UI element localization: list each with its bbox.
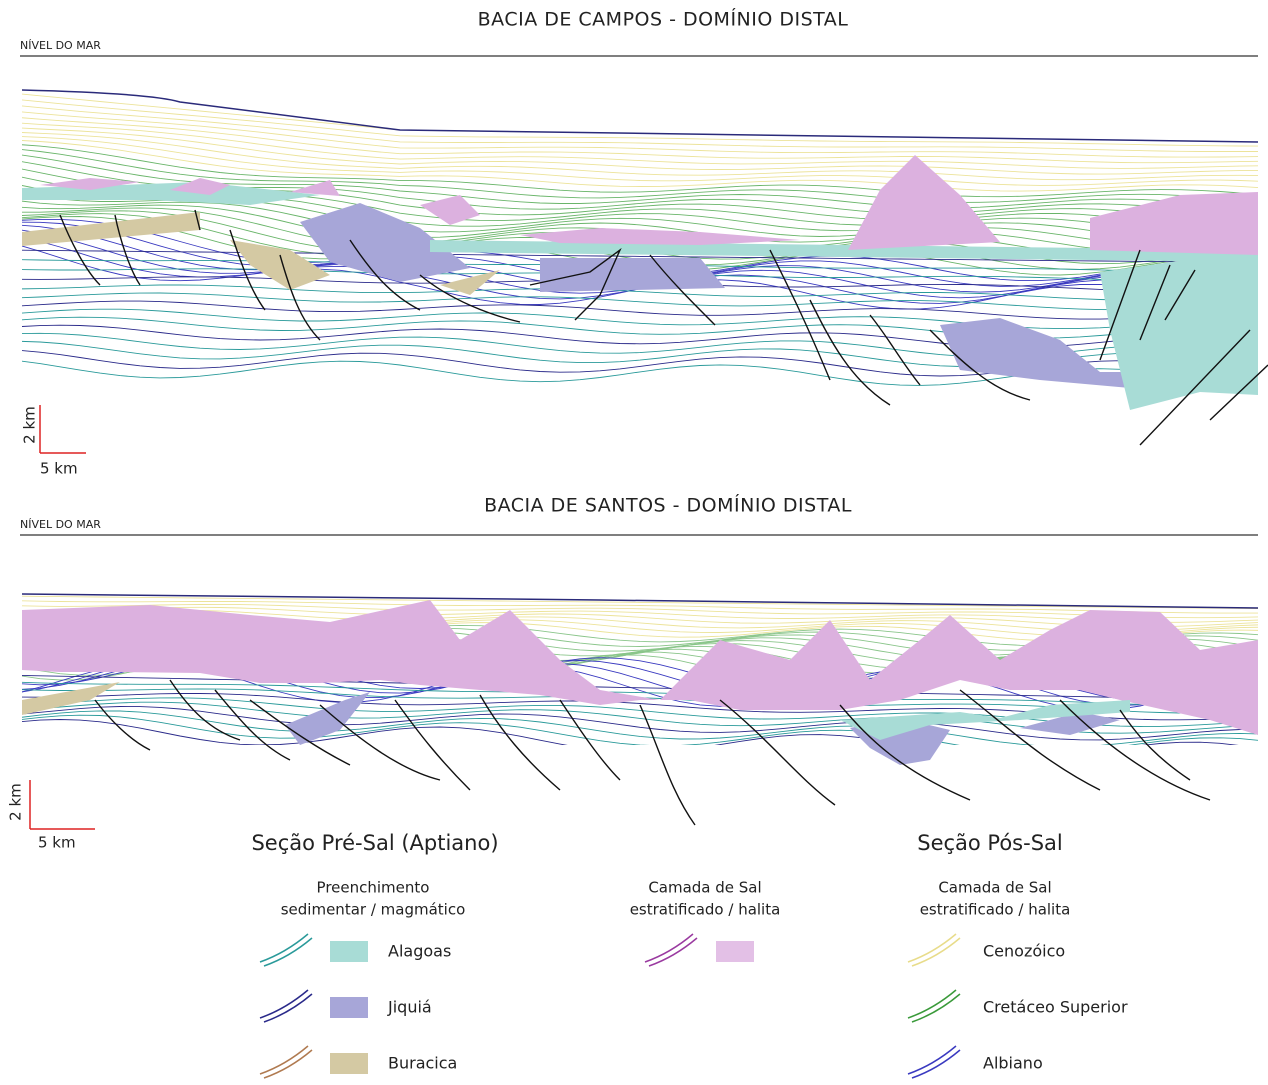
stratum-line xyxy=(22,148,1258,203)
group-heading: Camada de Sal xyxy=(938,879,1051,897)
alagoas-unit xyxy=(1100,250,1258,410)
legend: Seção Pré-Sal (Aptiano) Seção Pós-Sal Pr… xyxy=(251,831,1128,1079)
stratum-line xyxy=(22,122,1258,169)
stratum-line xyxy=(22,714,1258,745)
alagoas-unit xyxy=(840,700,1130,740)
scale-bar: 2 km 5 km xyxy=(7,780,95,852)
stratum-line xyxy=(22,316,1258,339)
stratum-line xyxy=(22,136,1258,186)
group-heading: estratificado / halita xyxy=(920,901,1071,919)
scale-bar: 2 km 5 km xyxy=(21,405,86,478)
jiquia-unit xyxy=(940,318,1150,388)
stratum-line xyxy=(22,719,1258,745)
legend-item: Cenozóico xyxy=(907,933,1065,967)
stratum-line xyxy=(22,117,1258,164)
stratum-line xyxy=(22,144,1258,198)
stratum-line xyxy=(22,292,1258,311)
legend-label: Alagoas xyxy=(388,942,451,961)
stratum-line xyxy=(22,127,1258,175)
stratum-line xyxy=(22,99,1258,147)
group-heading: sedimentar / magmático xyxy=(281,901,466,919)
seafloor xyxy=(21,593,1259,609)
stratum-line xyxy=(22,600,1258,614)
legend-item: Jiquiá xyxy=(259,989,432,1023)
stratum-line xyxy=(22,681,1258,708)
panel-santos: BACIA DE SANTOS - DOMÍNIO DISTAL NÍVEL D… xyxy=(7,494,1259,852)
stratum-line xyxy=(22,300,1258,320)
legend-label: Jiquiá xyxy=(387,998,432,1017)
panel-campos: BACIA DE CAMPOS - DOMÍNIO DISTAL NÍVEL D… xyxy=(20,8,1268,478)
legend-title: Seção Pós-Sal xyxy=(917,831,1063,855)
panel-title: BACIA DE CAMPOS - DOMÍNIO DISTAL xyxy=(478,8,849,31)
alagoas-unit xyxy=(430,240,1258,262)
jiquia-unit xyxy=(300,203,470,282)
salt-unit xyxy=(848,155,1000,250)
jiquia-unit xyxy=(1020,712,1120,735)
stratum-line xyxy=(22,603,1258,619)
buracica-unit xyxy=(440,270,500,295)
legend-item: Albiano xyxy=(907,1045,1043,1079)
stratum-line xyxy=(22,200,1258,248)
jiquia-unit xyxy=(285,692,370,745)
scale-vertical: 2 km xyxy=(7,783,25,821)
salt-unit xyxy=(1090,192,1258,255)
group-heading: Camada de Sal xyxy=(648,879,761,897)
stratum-line xyxy=(22,154,1258,211)
stratum-line xyxy=(22,308,1258,330)
stratum-line xyxy=(22,111,1258,158)
group-heading: Preenchimento xyxy=(317,879,430,897)
stratum-line xyxy=(22,595,1258,610)
stratum-line xyxy=(22,606,1258,623)
legend-item: Cretáceo Superior xyxy=(907,989,1128,1023)
stratum-line xyxy=(22,674,1258,701)
scale-vertical: 2 km xyxy=(21,406,39,444)
stratum-line xyxy=(22,139,1258,192)
legend-label: Cretáceo Superior xyxy=(983,998,1128,1017)
salt-unit xyxy=(40,178,800,245)
legend-item: Alagoas xyxy=(259,933,451,967)
buracica-unit xyxy=(22,212,200,246)
legend-item xyxy=(644,933,754,967)
faults xyxy=(59,209,1268,446)
group-heading: estratificado / halita xyxy=(630,901,781,919)
legend-label: Buracica xyxy=(388,1054,457,1073)
stratum-line xyxy=(22,609,1258,628)
stratum-line xyxy=(22,706,1258,741)
legend-label: Cenozóico xyxy=(983,942,1065,961)
stratum-line xyxy=(22,131,1258,181)
buracica-unit xyxy=(22,682,120,715)
stratum-line xyxy=(22,105,1258,152)
stratum-line xyxy=(22,710,1258,745)
stratum-line xyxy=(22,249,1258,264)
scale-horizontal: 5 km xyxy=(38,834,76,852)
units xyxy=(21,89,1259,410)
jiquia-unit xyxy=(540,258,725,292)
legend-label: Albiano xyxy=(983,1054,1043,1073)
sea-level-label: NÍVEL DO MAR xyxy=(20,518,101,531)
faults xyxy=(94,679,1211,826)
legend-item: Buracica xyxy=(259,1045,457,1079)
sea-level-label: NÍVEL DO MAR xyxy=(20,39,101,52)
units xyxy=(21,593,1259,765)
legend-title: Seção Pré-Sal (Aptiano) xyxy=(251,831,498,855)
salt-unit xyxy=(22,600,1258,735)
buracica-unit xyxy=(230,240,330,290)
scale-horizontal: 5 km xyxy=(40,460,78,478)
seafloor xyxy=(21,89,1259,143)
panel-title: BACIA DE SANTOS - DOMÍNIO DISTAL xyxy=(484,494,852,517)
stratum-line xyxy=(22,284,1258,301)
